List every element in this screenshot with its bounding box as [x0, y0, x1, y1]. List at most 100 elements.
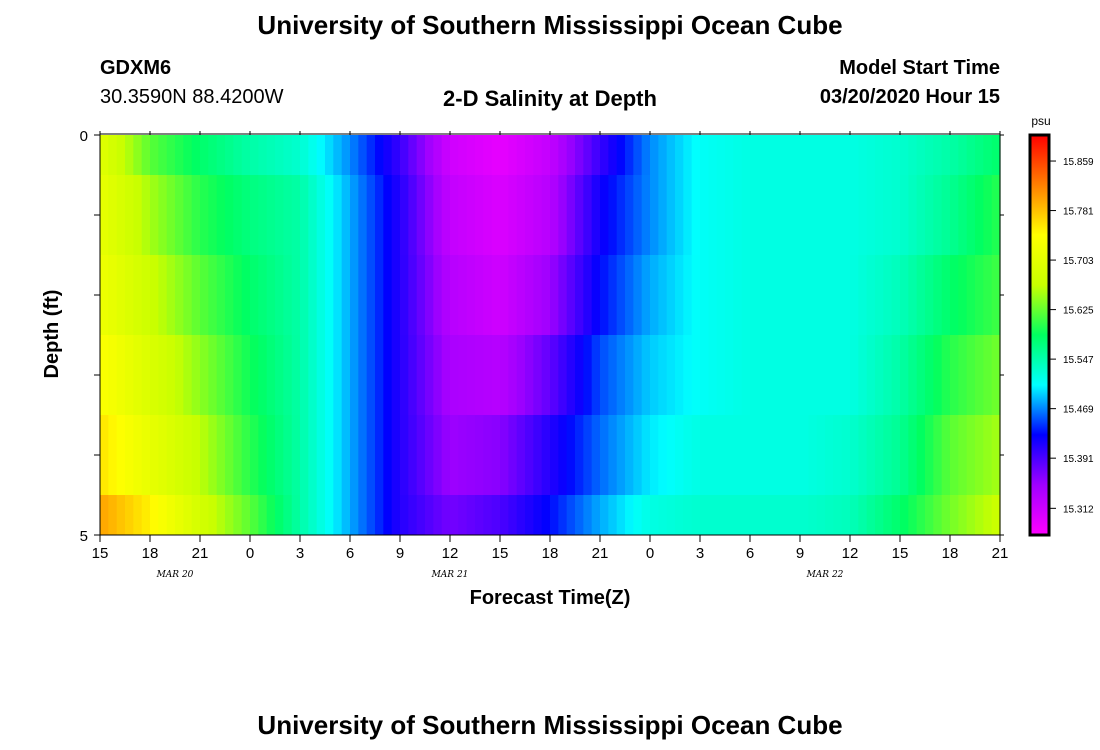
- heatmap-cell: [758, 495, 768, 535]
- heatmap-cell: [391, 255, 401, 335]
- heatmap-cell: [750, 175, 759, 255]
- heatmap-cell: [808, 495, 818, 535]
- heatmap-cell: [916, 335, 926, 415]
- heatmap-cell: [925, 135, 934, 175]
- heatmap-cell: [191, 255, 201, 335]
- heatmap-cell: [941, 255, 951, 335]
- heatmap-cell: [725, 255, 734, 335]
- heatmap-cell: [825, 255, 834, 335]
- heatmap-cell: [833, 415, 843, 495]
- heatmap-cell: [125, 255, 134, 335]
- heatmap-cell: [516, 335, 526, 415]
- heatmap-cell: [858, 175, 868, 255]
- heatmap-cell: [250, 495, 259, 535]
- heatmap-cell: [475, 135, 484, 175]
- heatmap-cell: [791, 135, 801, 175]
- heatmap-cell: [816, 335, 826, 415]
- heatmap-cell: [933, 415, 943, 495]
- heatmap-cell: [241, 495, 251, 535]
- heatmap-cell: [866, 135, 876, 175]
- heatmap-cell: [525, 415, 534, 495]
- colorbar-tick-label: 15.703: [1063, 256, 1094, 267]
- heatmap-cell: [500, 255, 509, 335]
- heatmap-cell: [100, 255, 109, 335]
- heatmap-cell: [650, 255, 659, 335]
- heatmap-cell: [491, 135, 501, 175]
- heatmap-cell: [833, 335, 843, 415]
- heatmap-cell: [983, 415, 993, 495]
- heatmap-cell: [666, 495, 676, 535]
- heatmap-cell: [325, 495, 334, 535]
- heatmap-cell: [966, 495, 976, 535]
- heatmap-cell: [450, 335, 459, 415]
- heatmap-cell: [450, 135, 459, 175]
- colorbar-tick-label: 15.312: [1063, 504, 1094, 515]
- heatmap-cell: [800, 135, 809, 175]
- heatmap-cell: [783, 415, 793, 495]
- heatmap-cell: [258, 495, 268, 535]
- heatmap-cell: [975, 335, 984, 415]
- heatmap-cell: [816, 135, 826, 175]
- heatmap-cell: [983, 255, 993, 335]
- station-coordinates: 30.3590N 88.4200W: [100, 86, 284, 108]
- heatmap-cell: [875, 175, 884, 255]
- heatmap-cell: [475, 495, 484, 535]
- heatmap-cell: [291, 175, 301, 255]
- heatmap-cell: [925, 175, 934, 255]
- heatmap-cell: [500, 495, 509, 535]
- heatmap-cell: [425, 175, 434, 255]
- heatmap-cell: [225, 175, 234, 255]
- heatmap-cell: [625, 175, 634, 255]
- x-tick-label: 15: [92, 545, 109, 562]
- heatmap-cell: [950, 415, 959, 495]
- heatmap-cell: [666, 415, 676, 495]
- heatmap-cell: [825, 335, 834, 415]
- heatmap-cell: [625, 415, 634, 495]
- heatmap-cell: [400, 135, 409, 175]
- x-tick-label: 18: [542, 545, 559, 562]
- heatmap-cell: [383, 495, 393, 535]
- heatmap-cell: [916, 415, 926, 495]
- heatmap-cell: [858, 335, 868, 415]
- heatmap-cell: [966, 135, 976, 175]
- heatmap-cell: [208, 335, 218, 415]
- heatmap-cell: [950, 175, 959, 255]
- heatmap-cell: [208, 255, 218, 335]
- heatmap-cell: [466, 135, 476, 175]
- heatmap-cell: [283, 255, 293, 335]
- heatmap-cell: [808, 135, 818, 175]
- heatmap-cell: [316, 335, 326, 415]
- heatmap-cell: [258, 255, 268, 335]
- heatmap-cell: [875, 495, 884, 535]
- heatmap-cell: [191, 335, 201, 415]
- heatmap-cell: [641, 255, 651, 335]
- heatmap-cell: [733, 255, 743, 335]
- heatmap-cell: [216, 135, 226, 175]
- heatmap-cell: [591, 175, 601, 255]
- heatmap-cell: [166, 415, 176, 495]
- heatmap-cell: [633, 175, 643, 255]
- heatmap-cell: [216, 415, 226, 495]
- heatmap-cell: [283, 495, 293, 535]
- heatmap-cell: [933, 335, 943, 415]
- heatmap-cell: [566, 335, 576, 415]
- heatmap-cell: [741, 495, 751, 535]
- heatmap-cell: [458, 335, 468, 415]
- colorbar-tick-label: 15.625: [1063, 306, 1094, 317]
- heatmap-cell: [375, 495, 384, 535]
- x-tick-label: 9: [396, 545, 404, 562]
- heatmap-cell: [258, 135, 268, 175]
- heatmap-cell: [408, 495, 418, 535]
- heatmap-cell: [475, 255, 484, 335]
- heatmap-cell: [733, 335, 743, 415]
- heatmap-cell: [408, 335, 418, 415]
- heatmap-cell: [700, 415, 709, 495]
- heatmap-cell: [125, 175, 134, 255]
- heatmap-cell: [275, 335, 284, 415]
- heatmap-cell: [491, 255, 501, 335]
- heatmap-cell: [208, 415, 218, 495]
- heatmap-cell: [358, 255, 368, 335]
- heatmap-cell: [350, 415, 359, 495]
- heatmap-cell: [716, 415, 726, 495]
- heatmap-cell: [525, 495, 534, 535]
